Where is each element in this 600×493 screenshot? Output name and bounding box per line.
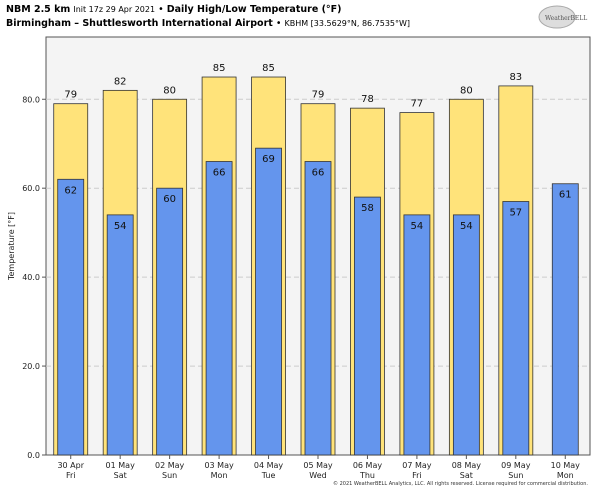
x-tick-label-day: Thu — [359, 471, 375, 480]
high-value-label: 85 — [213, 63, 226, 74]
x-tick-label-date: 02 May — [155, 461, 185, 470]
title-line-2: Birmingham – Shuttlesworth International… — [6, 18, 410, 29]
station-info: KBHM [33.5629°N, 86.7535°W] — [284, 19, 411, 28]
low-value-label: 66 — [213, 168, 226, 179]
low-bar — [255, 147, 282, 456]
x-tick-label-day: Sun — [162, 471, 177, 480]
low-bar — [57, 178, 85, 456]
copyright: © 2021 WeatherBELL Analytics, LLC. All r… — [333, 481, 588, 487]
y-tick-label: 80.0 — [22, 95, 40, 104]
x-tick-label-day: Sat — [460, 471, 473, 480]
x-tick-label-date: 08 May — [452, 461, 482, 470]
weatherbell-logo: WeatherBELL — [535, 4, 590, 30]
model-name: NBM 2.5 km — [6, 4, 71, 15]
x-tick-label-date: 04 May — [254, 461, 284, 470]
svg-text:WeatherBELL: WeatherBELL — [545, 15, 587, 22]
title-line-1: NBM 2.5 km Init 17z 29 Apr 2021 • Daily … — [6, 4, 342, 15]
low-value-label: 57 — [509, 208, 522, 219]
x-tick-label-date: 07 May — [402, 461, 432, 470]
x-tick-label-day: Mon — [211, 471, 228, 480]
x-tick-label-date: 01 May — [106, 461, 136, 470]
product-name: Daily High/Low Temperature (°F) — [166, 4, 342, 15]
low-bar — [403, 214, 431, 456]
low-bar — [354, 196, 381, 456]
y-tick-label: 40.0 — [22, 273, 40, 282]
low-value-label: 66 — [312, 168, 325, 179]
low-bar — [551, 183, 579, 456]
separator: • — [158, 4, 164, 15]
high-value-label: 77 — [411, 99, 424, 110]
y-tick-label: 0.0 — [27, 451, 40, 460]
low-value-label: 54 — [460, 221, 473, 232]
low-bar — [304, 161, 332, 456]
low-value-label: 62 — [64, 185, 77, 196]
high-value-label: 79 — [312, 90, 325, 101]
x-tick-label-day: Sun — [508, 471, 523, 480]
low-bar — [106, 214, 134, 456]
y-axis-label: Temperature [°F] — [7, 212, 16, 281]
high-value-label: 80 — [460, 85, 473, 96]
x-tick-label-date: 10 May — [551, 461, 581, 470]
high-value-label: 82 — [114, 76, 127, 87]
y-tick-label: 20.0 — [22, 362, 40, 371]
x-tick-label-day: Tue — [261, 471, 276, 480]
x-tick-label-day: Fri — [412, 471, 422, 480]
low-bar — [452, 214, 480, 456]
x-tick-label-day: Sat — [114, 471, 127, 480]
y-tick-label: 60.0 — [22, 184, 40, 193]
low-value-label: 60 — [163, 194, 176, 205]
x-tick-label-date: 05 May — [303, 461, 333, 470]
x-tick-label-day: Mon — [557, 471, 574, 480]
x-tick-label-date: 09 May — [501, 461, 531, 470]
high-value-label: 80 — [163, 85, 176, 96]
high-value-label: 79 — [64, 90, 77, 101]
high-value-label: 83 — [509, 72, 522, 83]
x-tick-label-date: 30 Apr — [57, 461, 84, 470]
x-tick-label-day: Fri — [66, 471, 76, 480]
low-value-label: 54 — [411, 221, 424, 232]
init-time: Init 17z 29 Apr 2021 — [73, 5, 156, 14]
low-value-label: 61 — [559, 190, 572, 201]
x-tick-label-day: Wed — [309, 471, 326, 480]
low-bar — [205, 161, 233, 456]
low-value-label: 69 — [262, 154, 275, 165]
x-tick-label-date: 03 May — [204, 461, 234, 470]
station-name: Birmingham – Shuttlesworth International… — [6, 18, 273, 29]
separator: • — [275, 18, 282, 29]
low-value-label: 58 — [361, 203, 374, 214]
low-bar — [156, 187, 184, 456]
low-bar — [502, 201, 530, 456]
x-tick-label-date: 06 May — [353, 461, 383, 470]
low-value-label: 54 — [114, 221, 127, 232]
high-value-label: 85 — [262, 63, 275, 74]
high-value-label: 78 — [361, 94, 374, 105]
